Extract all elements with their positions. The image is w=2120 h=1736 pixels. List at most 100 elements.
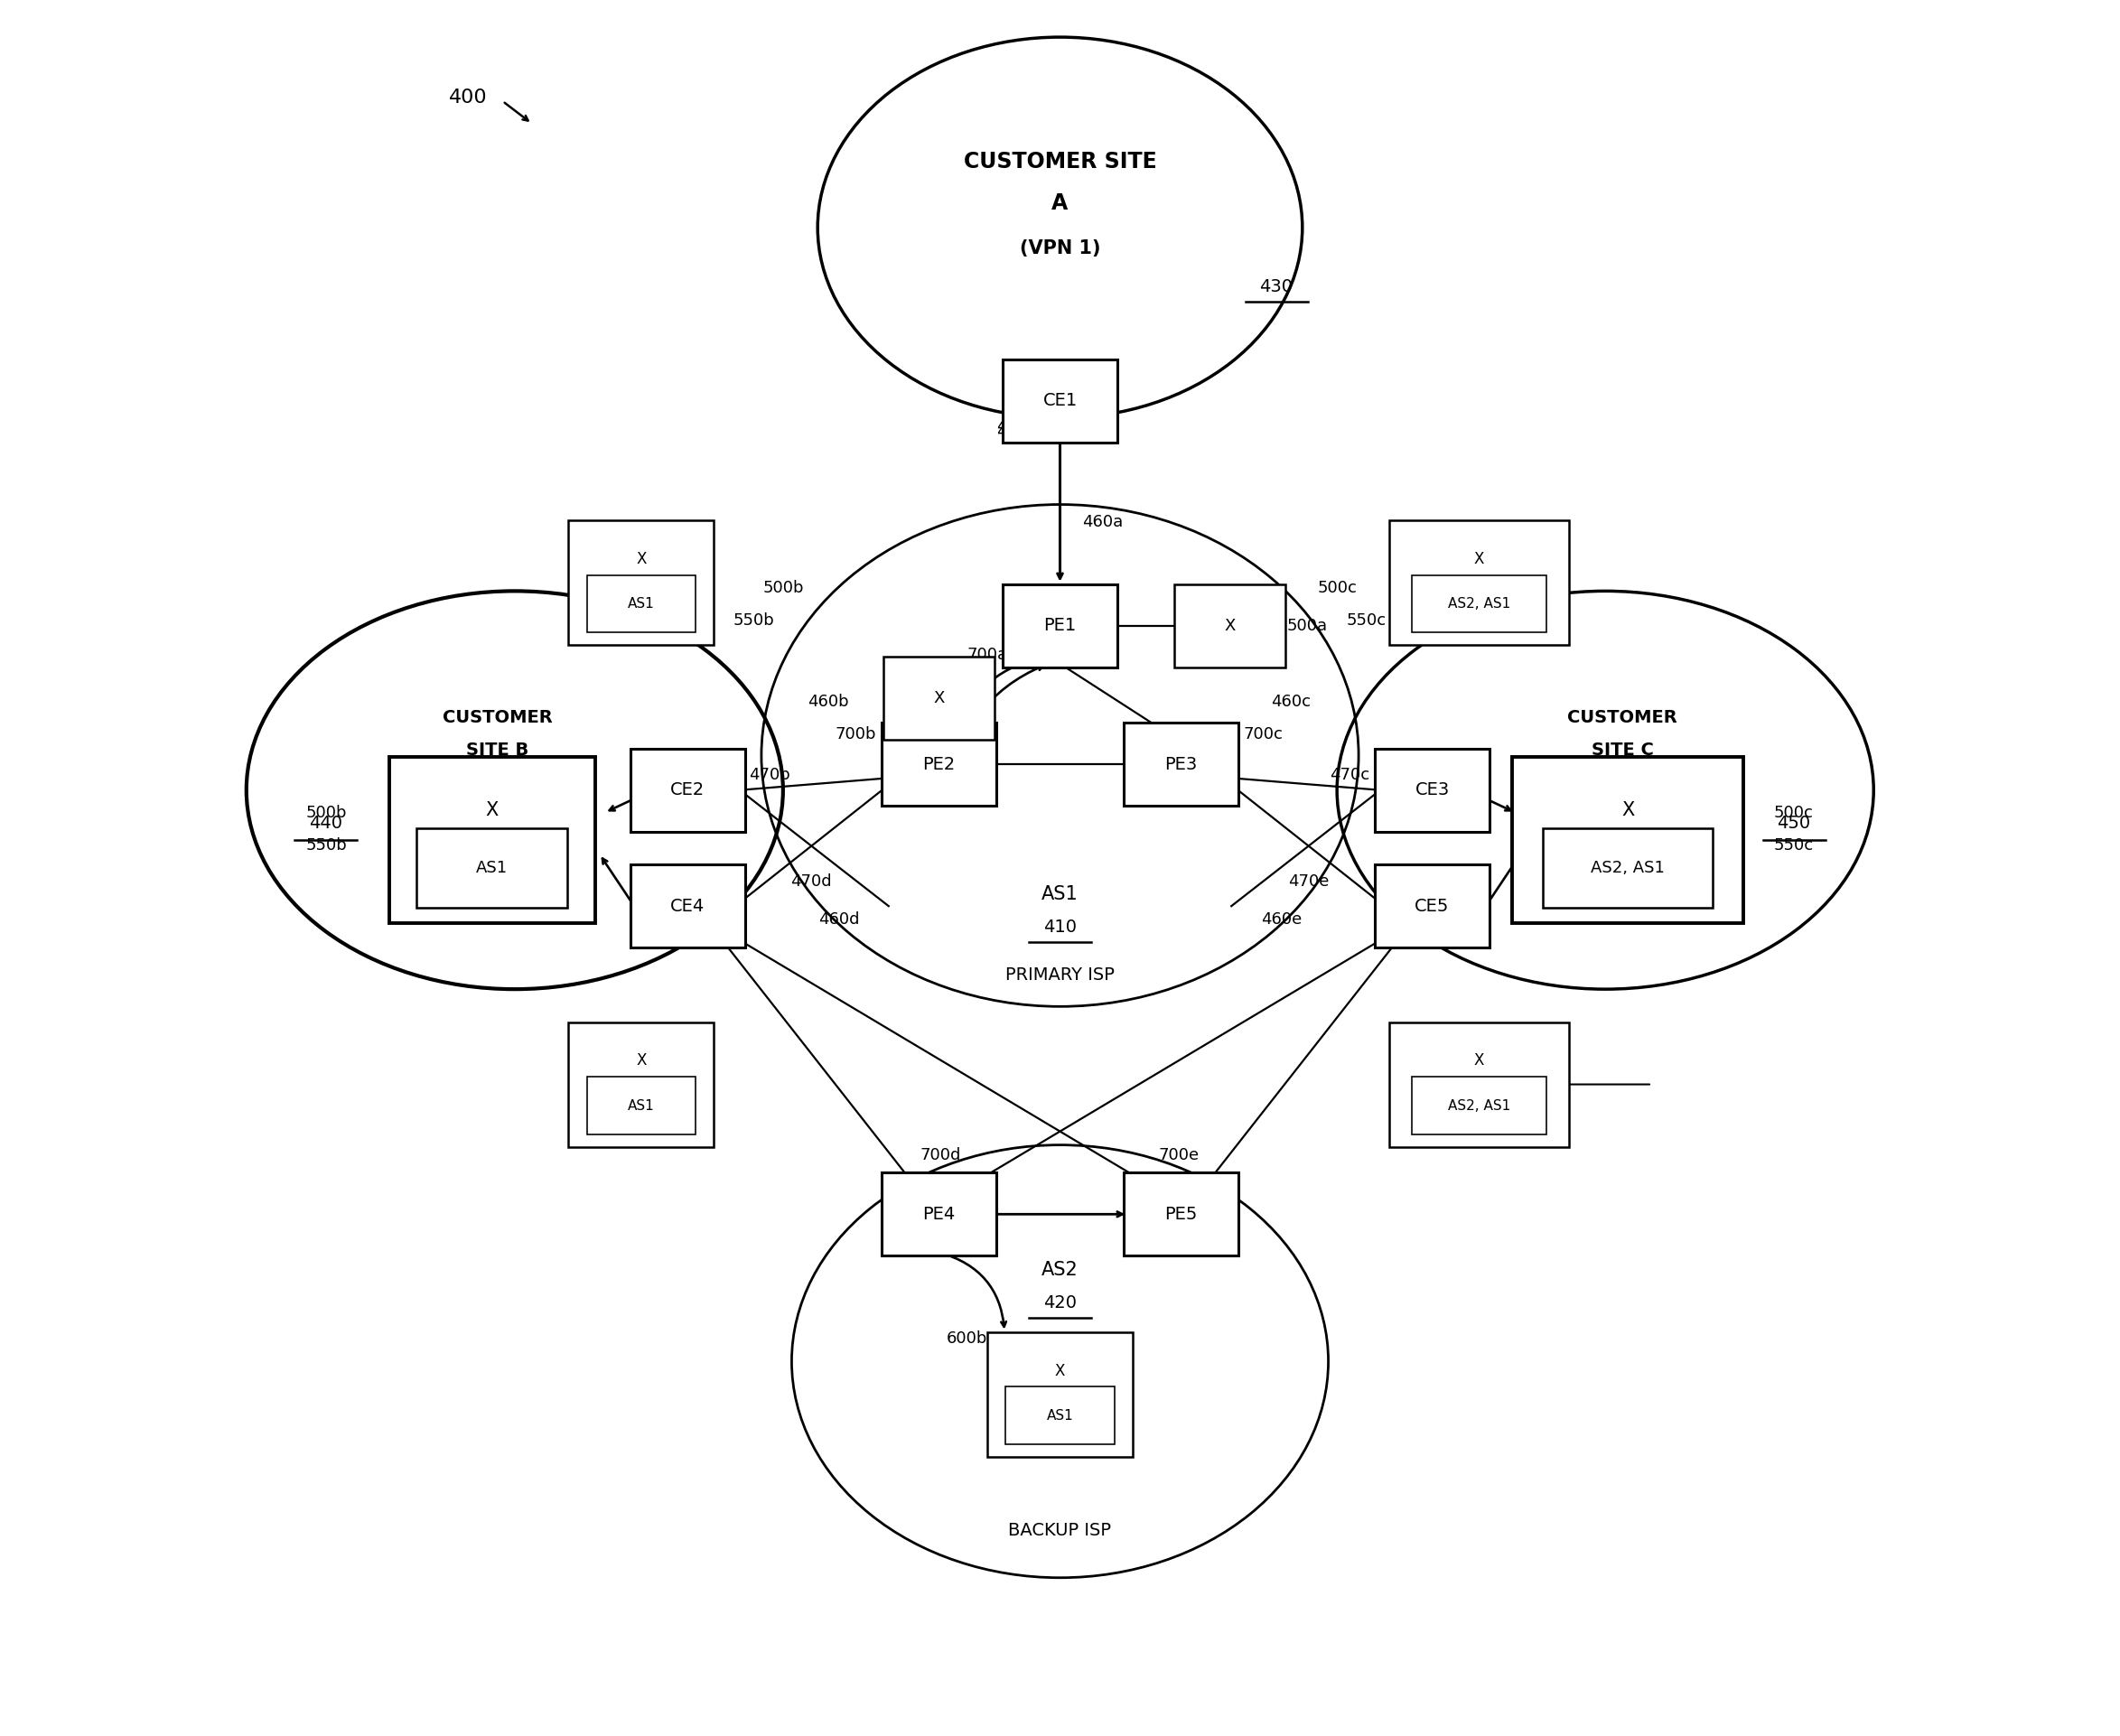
Text: 700b: 700b <box>835 727 876 743</box>
Text: AS2: AS2 <box>1041 1260 1079 1279</box>
Text: AS1: AS1 <box>628 1099 655 1113</box>
FancyBboxPatch shape <box>882 722 996 806</box>
FancyBboxPatch shape <box>568 1023 714 1147</box>
Text: AS2, AS1: AS2, AS1 <box>1448 1099 1509 1113</box>
FancyBboxPatch shape <box>630 865 744 948</box>
Text: A: A <box>1052 193 1068 214</box>
Text: 600a: 600a <box>941 677 982 693</box>
Text: 470c: 470c <box>1329 766 1370 783</box>
Text: CE3: CE3 <box>1414 781 1450 799</box>
Text: 500a: 500a <box>1287 618 1327 634</box>
Text: 500b: 500b <box>642 1052 685 1068</box>
FancyBboxPatch shape <box>1389 1023 1569 1147</box>
Text: (VPN 1): (VPN 1) <box>1020 240 1100 257</box>
Text: 700a: 700a <box>967 648 1009 663</box>
FancyBboxPatch shape <box>1124 1172 1238 1255</box>
FancyBboxPatch shape <box>988 1332 1132 1457</box>
Text: X: X <box>485 800 498 819</box>
Text: CE2: CE2 <box>670 781 706 799</box>
Text: CE1: CE1 <box>1043 392 1077 410</box>
Text: 470b: 470b <box>748 766 791 783</box>
Text: 460a: 460a <box>1083 514 1124 529</box>
Text: AS1: AS1 <box>1041 885 1079 903</box>
Text: 470a: 470a <box>996 424 1037 439</box>
Text: X: X <box>1473 1052 1484 1069</box>
FancyBboxPatch shape <box>1003 583 1117 667</box>
Text: AS2, AS1: AS2, AS1 <box>1590 859 1664 877</box>
FancyBboxPatch shape <box>587 575 695 632</box>
FancyBboxPatch shape <box>1543 828 1713 908</box>
FancyBboxPatch shape <box>587 1076 695 1135</box>
Text: 550c: 550c <box>1435 1083 1476 1099</box>
Text: 500c: 500c <box>1772 804 1813 821</box>
Text: 410: 410 <box>1043 918 1077 936</box>
Text: (VPN 1): (VPN 1) <box>1590 774 1656 792</box>
Text: 470d: 470d <box>791 873 831 891</box>
Text: 700d: 700d <box>920 1147 960 1163</box>
Text: 550b: 550b <box>734 613 774 628</box>
Text: 500c: 500c <box>1435 1052 1476 1068</box>
Text: CUSTOMER: CUSTOMER <box>443 708 553 726</box>
Text: AS1: AS1 <box>628 597 655 611</box>
Text: 470e: 470e <box>1289 873 1329 891</box>
Text: CUSTOMER: CUSTOMER <box>1567 708 1677 726</box>
FancyBboxPatch shape <box>1005 1387 1115 1444</box>
Text: 550c: 550c <box>1346 613 1386 628</box>
Text: 550c: 550c <box>1772 837 1813 854</box>
Text: 500b: 500b <box>305 804 348 821</box>
Text: PRIMARY ISP: PRIMARY ISP <box>1005 967 1115 984</box>
Text: 650b: 650b <box>1039 1443 1081 1460</box>
FancyBboxPatch shape <box>882 1172 996 1255</box>
Text: PE1: PE1 <box>1043 616 1077 634</box>
FancyBboxPatch shape <box>1003 359 1117 443</box>
Text: PE4: PE4 <box>922 1205 956 1222</box>
Text: X: X <box>1473 550 1484 568</box>
Text: PE3: PE3 <box>1164 755 1198 773</box>
Text: 420: 420 <box>1043 1293 1077 1311</box>
Text: 450: 450 <box>1777 814 1810 832</box>
Text: 460e: 460e <box>1261 911 1302 929</box>
Text: 700e: 700e <box>1160 1147 1200 1163</box>
FancyBboxPatch shape <box>418 828 568 908</box>
Text: BACKUP ISP: BACKUP ISP <box>1009 1522 1111 1540</box>
FancyBboxPatch shape <box>1124 722 1238 806</box>
Text: AS1: AS1 <box>1047 1410 1073 1422</box>
FancyBboxPatch shape <box>630 748 744 832</box>
Text: 470a: 470a <box>996 418 1037 434</box>
Text: PE2: PE2 <box>922 755 956 773</box>
FancyBboxPatch shape <box>568 521 714 644</box>
Text: CE5: CE5 <box>1414 898 1450 915</box>
Text: 500b: 500b <box>763 580 803 595</box>
Text: 700c: 700c <box>1244 727 1283 743</box>
Text: SITE C: SITE C <box>1592 741 1654 759</box>
FancyBboxPatch shape <box>884 656 994 740</box>
Text: X: X <box>1056 1363 1064 1378</box>
Text: 550b: 550b <box>305 837 348 854</box>
Text: 550b: 550b <box>642 1083 685 1099</box>
FancyBboxPatch shape <box>1376 748 1490 832</box>
Text: 500c: 500c <box>1317 580 1357 595</box>
FancyBboxPatch shape <box>1389 521 1569 644</box>
Text: AS1: AS1 <box>477 859 509 877</box>
Text: AS2, AS1: AS2, AS1 <box>1448 597 1509 611</box>
FancyBboxPatch shape <box>1412 1076 1545 1135</box>
Text: 460b: 460b <box>808 694 848 710</box>
Text: X: X <box>1622 800 1635 819</box>
FancyBboxPatch shape <box>1376 865 1490 948</box>
Text: CE4: CE4 <box>670 898 706 915</box>
Text: X: X <box>636 1052 647 1069</box>
Text: X: X <box>933 691 943 707</box>
Text: 440: 440 <box>310 814 343 832</box>
Text: X: X <box>1223 618 1236 634</box>
Text: PE5: PE5 <box>1164 1205 1198 1222</box>
Text: SITE B: SITE B <box>466 741 528 759</box>
Text: CUSTOMER SITE: CUSTOMER SITE <box>962 151 1158 172</box>
FancyBboxPatch shape <box>1412 575 1545 632</box>
Text: 600b: 600b <box>946 1332 988 1347</box>
Text: 460d: 460d <box>818 911 859 929</box>
FancyBboxPatch shape <box>390 757 596 924</box>
FancyBboxPatch shape <box>1512 757 1745 924</box>
Text: 430: 430 <box>1259 278 1293 295</box>
Text: 460c: 460c <box>1272 694 1310 710</box>
FancyBboxPatch shape <box>1174 583 1285 667</box>
